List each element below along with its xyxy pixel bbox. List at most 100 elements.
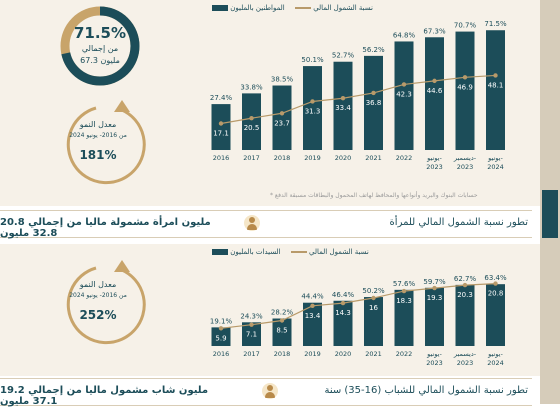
kpi-ring: 71.5% من إجمالي 67.3 مليون	[60, 6, 140, 86]
panel-women	[0, 244, 540, 376]
chart-financial-inclusion: 27.4% 2016 33.8% 2017 38.5% 2018 50.1% 2019 52.7…	[210, 20, 507, 171]
chart-women-inclusion: 19.1% 2016 24.3% 2017 28.2% 2018 44.4% 2019 46.4…	[210, 274, 507, 367]
line-series	[220, 283, 496, 329]
line-point	[371, 90, 376, 96]
legend-1: نسبة الشمول المالي المواطنين بالمليون	[212, 4, 373, 12]
bar-value-label: 59.7%	[423, 278, 446, 286]
category-label: 2017	[243, 154, 260, 162]
line-point	[249, 322, 254, 327]
bar-value-label: 38.5%	[271, 76, 294, 84]
category-label: يونيو-	[487, 154, 503, 162]
line-value-label: 7.1	[246, 331, 257, 339]
bar	[455, 284, 475, 346]
bar-value-label: 64.8%	[393, 31, 416, 39]
bar-value-label: 56.2%	[362, 46, 385, 54]
bar	[486, 30, 505, 150]
category-label: 2021	[365, 350, 382, 358]
line-value-label: 36.8	[366, 99, 382, 107]
growth-value: 252%	[79, 308, 117, 322]
bar	[211, 327, 231, 346]
line-point	[401, 82, 407, 87]
kpi-from-total: من إجمالي	[81, 44, 119, 53]
line-value-label: 14.3	[335, 309, 351, 317]
line-point	[279, 318, 285, 323]
bar	[425, 37, 444, 150]
category-label: ديسمبر-	[453, 154, 477, 162]
bar	[272, 318, 292, 346]
bar-value-label: 67.3%	[423, 27, 446, 35]
strip-youth-title: تطور نسبة الشمول المالي للشباب (16-35) س…	[324, 385, 528, 396]
bar-value-label: 50.2%	[362, 287, 385, 295]
category-label: 2023	[457, 359, 474, 367]
bar-value-label: 27.4%	[210, 94, 233, 102]
line-value-label: 13.4	[305, 312, 321, 320]
bar	[242, 93, 261, 150]
side-tab[interactable]	[542, 190, 558, 238]
bar	[242, 322, 261, 346]
category-label: 2018	[274, 350, 291, 358]
category-label: 2020	[335, 350, 352, 358]
legend-bar-swatch	[212, 5, 228, 11]
category-label: 2016	[213, 350, 230, 358]
line-value-label: 17.1	[213, 129, 229, 137]
bar	[303, 66, 322, 150]
growth-label: معدل النمو	[79, 120, 117, 129]
bar	[333, 61, 353, 150]
bar-value-label: 62.7%	[454, 275, 477, 283]
category-label: ديسمبر-	[453, 350, 477, 358]
line-value-label: 33.4	[335, 104, 351, 112]
strip-women-title: تطور نسبة الشمول المالي للمرأة	[389, 217, 528, 228]
line-value-label: 18.3	[396, 297, 412, 305]
line-value-label: 42.3	[396, 90, 412, 98]
line-point	[462, 75, 468, 80]
line-point	[340, 96, 346, 101]
line-value-label: 5.9	[215, 334, 226, 342]
growth-period: من 2016- يونيو 2024	[69, 132, 127, 139]
line-value-label: 8.5	[276, 327, 287, 335]
line-value-label: 44.6	[427, 87, 443, 95]
legend-bar-swatch	[212, 249, 228, 255]
growth-period: من 2016- يونيو 2024	[69, 292, 127, 299]
legend-line-label: المواطنين بالمليون	[230, 4, 285, 12]
bar-value-label: 24.3%	[240, 312, 263, 320]
legend-line-swatch	[290, 251, 307, 253]
category-label: يونيو-	[426, 350, 442, 358]
line-point	[371, 295, 376, 301]
line-point	[401, 288, 407, 294]
bar	[272, 85, 292, 150]
bar	[303, 302, 322, 346]
line-point	[279, 111, 285, 116]
panel-financial-inclusion	[0, 0, 540, 206]
line-point	[249, 116, 254, 121]
growth-ring-2: معدل النمو من 2016- يونيو 2024 252%	[56, 258, 156, 346]
category-label: 2018	[274, 154, 291, 162]
growth-label: معدل النمو	[79, 280, 117, 289]
growth-ring-1: معدل النمو من 2016- يونيو 2024 181%	[56, 98, 156, 186]
legend-bar-label: نسبة الشمول المالي	[309, 248, 369, 256]
category-label: 2024	[487, 163, 504, 171]
strip-women-sub: 20.8 مليون امرأة مشمولة ماليا من إجمالي …	[0, 217, 211, 239]
line-series	[220, 74, 496, 125]
strip-youth-sub: 19.2 مليون شاب مشمول ماليا من إجمالي 37.…	[0, 385, 209, 407]
line-point	[493, 281, 498, 286]
category-label: 2017	[243, 350, 260, 358]
line-value-label: 31.3	[305, 107, 321, 115]
man-icon	[262, 383, 278, 399]
legend-bar-label: نسبة الشمول المالي	[313, 4, 373, 12]
line-point	[218, 326, 224, 331]
bar-value-label: 50.1%	[301, 56, 324, 64]
bar-value-label: 63.4%	[484, 274, 507, 282]
category-label: 2023	[426, 359, 443, 367]
strip-women: تطور نسبة الشمول المالي للمرأة 20.8 مليو…	[0, 210, 532, 239]
bar-value-label: 33.8%	[240, 83, 263, 91]
line-value-label: 23.7	[274, 119, 290, 127]
line-value-label: 20.3	[457, 291, 473, 299]
footnote: * حسابات البنوك والبريد وأنواعها والمحاف…	[270, 192, 478, 199]
bar	[394, 289, 414, 346]
bar	[394, 41, 414, 150]
bar-value-label: 28.2%	[271, 309, 294, 317]
woman-icon	[244, 215, 260, 231]
category-label: 2021	[365, 154, 382, 162]
line-value-label: 16	[369, 304, 378, 312]
line-value-label: 48.1	[488, 81, 504, 89]
